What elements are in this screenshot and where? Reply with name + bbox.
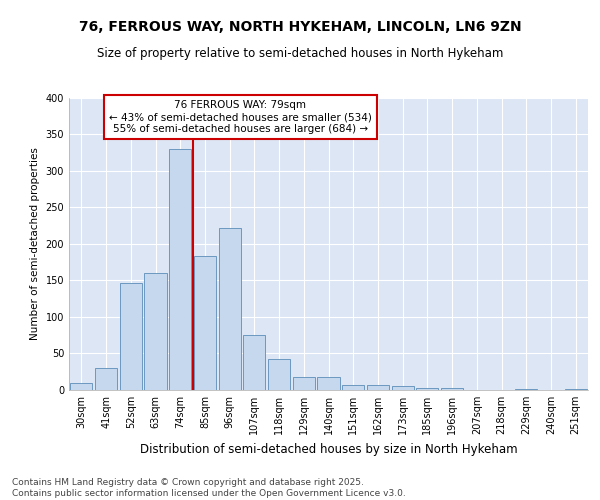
Bar [243,335,265,390]
Bar [392,386,414,390]
Bar [194,256,216,390]
Text: 76, FERROUS WAY, NORTH HYKEHAM, LINCOLN, LN6 9ZN: 76, FERROUS WAY, NORTH HYKEHAM, LINCOLN,… [79,20,521,34]
Bar [95,368,117,390]
Bar [293,377,315,390]
Bar [119,283,142,390]
Bar [268,360,290,390]
Text: Size of property relative to semi-detached houses in North Hykeham: Size of property relative to semi-detach… [97,48,503,60]
Bar [145,273,167,390]
X-axis label: Distribution of semi-detached houses by size in North Hykeham: Distribution of semi-detached houses by … [140,442,517,456]
Bar [342,385,364,390]
Bar [218,228,241,390]
Bar [367,385,389,390]
Bar [317,377,340,390]
Text: 76 FERROUS WAY: 79sqm
← 43% of semi-detached houses are smaller (534)
55% of sem: 76 FERROUS WAY: 79sqm ← 43% of semi-deta… [109,100,372,134]
Bar [416,388,439,390]
Bar [441,388,463,390]
Text: Contains HM Land Registry data © Crown copyright and database right 2025.
Contai: Contains HM Land Registry data © Crown c… [12,478,406,498]
Bar [169,148,191,390]
Y-axis label: Number of semi-detached properties: Number of semi-detached properties [30,148,40,340]
Bar [565,388,587,390]
Bar [70,384,92,390]
